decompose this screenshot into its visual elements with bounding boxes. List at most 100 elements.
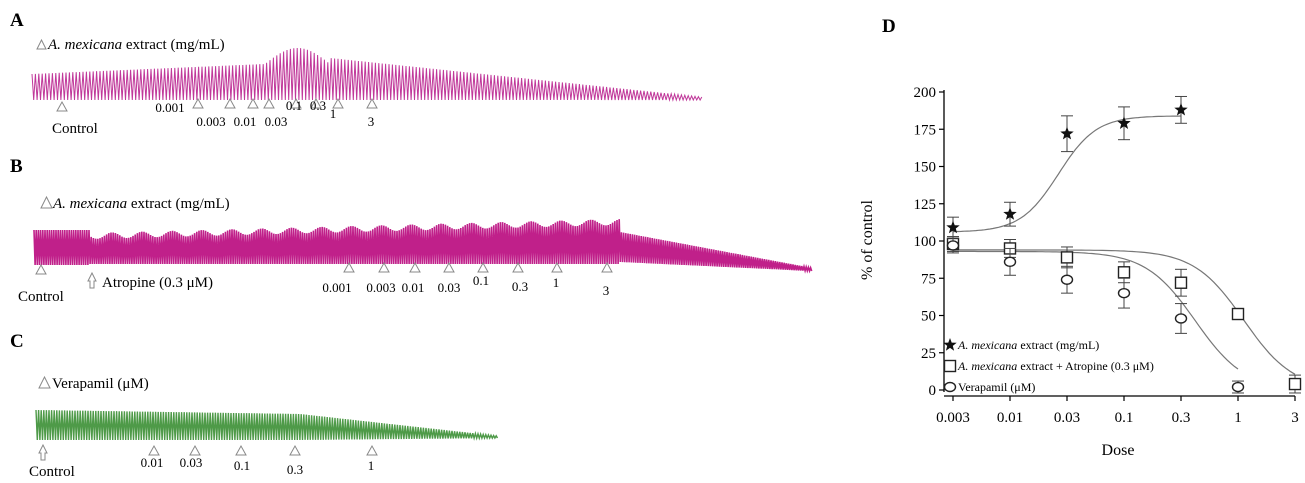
fit-curve-2 — [953, 250, 1239, 370]
data-point-star — [1174, 102, 1188, 116]
data-point-square — [1231, 307, 1245, 321]
panel-c-trace — [35, 409, 499, 441]
dose-arrow-icon — [263, 97, 275, 109]
data-point-circle — [1231, 381, 1245, 393]
panel-a-control: Control — [52, 100, 98, 137]
dose-label: 0.1 — [234, 458, 250, 473]
panel-b-header: A. mexicana extract (mg/mL) — [40, 195, 230, 212]
panel-b-trace — [33, 219, 813, 274]
panel-d-letter: D — [882, 16, 896, 37]
panel-c-header: Verapamil (μM) — [38, 375, 149, 392]
dose-arrow-icon — [512, 261, 524, 273]
dose-label: 1 — [330, 106, 337, 121]
y-tick-label: 175 — [914, 122, 937, 138]
panel-b-header-rest: extract (mg/mL) — [127, 196, 229, 212]
panel-b-doses: 0.001 0.003 0.01 0.03 0.1 0.3 1 3 — [322, 261, 613, 298]
trace-line — [35, 409, 499, 441]
svg-text:A. mexicana extract (mg/mL): A. mexicana extract (mg/mL) — [47, 37, 225, 53]
legend-label: Verapamil (μM) — [958, 380, 1035, 394]
panel-b-atropine-label: Atropine (0.3 μM) — [102, 275, 213, 291]
atropine-arrow-icon — [87, 271, 97, 289]
panel-a-header-italic: A. mexicana — [47, 37, 122, 53]
dose-arrow-icon — [551, 261, 563, 273]
data-point-circle — [946, 240, 960, 251]
y-tick-label: 25 — [921, 346, 936, 362]
dose-label: 0.3 — [310, 98, 326, 113]
dose-label: 0.001 — [322, 280, 351, 295]
control-arrow-icon — [35, 263, 47, 275]
dose-label: 0.03 — [265, 114, 288, 129]
x-tick-label: 0.3 — [1172, 410, 1191, 426]
panel-c-control-label: Control — [29, 464, 75, 480]
fit-curve-0 — [952, 115, 1182, 233]
panel-a-doses: 0.001 0.003 0.01 0.030.1 0.3 1 3 — [155, 97, 378, 129]
dose-label: 0.1 — [286, 98, 302, 113]
dose-label: 0.003 — [366, 280, 395, 295]
dose-label: 0.03 — [438, 280, 461, 295]
dose-arrow-icon — [148, 444, 160, 456]
dose-arrow-icon — [366, 444, 378, 456]
x-tick-label: 0.1 — [1115, 410, 1134, 426]
dose-arrow-icon — [189, 444, 201, 456]
dose-arrow-icon — [443, 261, 455, 273]
legend-marker-circle — [943, 381, 957, 393]
dose-arrow-icon — [235, 444, 247, 456]
data-point-star — [1003, 207, 1017, 220]
panel-a-control-label: Control — [52, 121, 98, 137]
dose-arrow-icon — [343, 261, 355, 273]
y-tick-label: 125 — [914, 197, 937, 213]
trace-line — [31, 47, 703, 102]
data-point-star — [1117, 116, 1131, 129]
panel-a-header: A. mexicana extract (mg/mL) — [36, 37, 225, 53]
panel-a-letter: A — [10, 10, 24, 31]
dose-label: 0.1 — [473, 273, 489, 288]
dose-label: 3 — [368, 114, 375, 129]
dose-label: 1 — [368, 458, 375, 473]
dose-label: 0.01 — [141, 455, 164, 470]
y-tick-label: 75 — [921, 271, 936, 287]
panel-a-trace — [31, 47, 703, 102]
panel-b-control: Control — [18, 263, 64, 305]
trace-line — [33, 219, 813, 274]
panel-c-header-text: Verapamil (μM) — [52, 376, 149, 392]
data-point-square — [1117, 266, 1131, 279]
data-point-circle — [1003, 256, 1017, 268]
control-arrow-icon — [56, 100, 68, 112]
x-tick-label: 1 — [1234, 410, 1242, 426]
dose-arrow-icon — [36, 38, 47, 50]
legend-marker-square — [943, 359, 957, 373]
y-tick-label: 100 — [914, 234, 937, 250]
x-tick-label: 3 — [1291, 410, 1299, 426]
dose-arrow-icon — [247, 97, 259, 109]
panel-c-control: Control — [29, 443, 75, 480]
panel-b-header-italic: A. mexicana — [52, 196, 127, 212]
dose-arrow-icon — [224, 97, 236, 109]
legend-label: A. mexicana extract (mg/mL) — [957, 338, 1099, 352]
panel-b-control-label: Control — [18, 289, 64, 305]
dose-arrow-icon — [310, 97, 322, 109]
dose-label: 0.3 — [287, 462, 303, 477]
panel-b-letter: B — [10, 156, 23, 177]
dose-label: 3 — [603, 283, 610, 298]
dose-arrow-icon — [40, 195, 53, 209]
data-point-star — [946, 220, 960, 234]
dose-label: 0.3 — [512, 279, 528, 294]
dose-label: 0.003 — [196, 114, 225, 129]
svg-text:A. mexicana extract (mg/mL): A. mexicana extract (mg/mL) — [52, 196, 230, 212]
dose-arrow-icon — [409, 261, 421, 273]
chart-legend: A. mexicana extract (mg/mL) A. mexicana e… — [943, 338, 1154, 394]
dose-arrow-icon — [38, 375, 51, 389]
legend-label: A. mexicana extract + Atropine (0.3 μM) — [957, 359, 1154, 373]
dose-arrow-icon — [477, 261, 489, 273]
dose-arrow-icon — [378, 261, 390, 273]
control-arrow-icon — [38, 443, 48, 461]
dose-label: 0.01 — [402, 280, 425, 295]
panel-b-atropine: Atropine (0.3 μM) — [87, 271, 213, 291]
legend-label-italic: A. mexicana — [957, 359, 1017, 373]
y-tick-label: 50 — [921, 309, 936, 325]
dose-arrow-icon — [601, 261, 613, 273]
dose-label: 1 — [553, 275, 560, 290]
y-tick-label: 150 — [914, 160, 937, 176]
data-point-square — [1288, 377, 1302, 391]
